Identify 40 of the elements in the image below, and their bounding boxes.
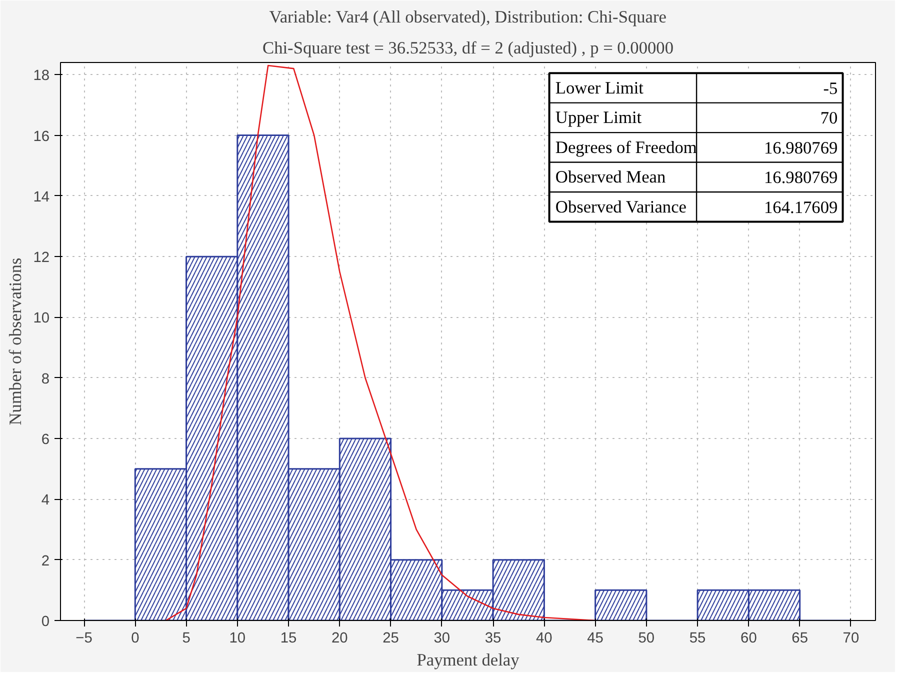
x-tick-label: −5 bbox=[76, 630, 92, 646]
annotation: 70 bbox=[820, 108, 838, 128]
y-tick-label: 0 bbox=[41, 614, 50, 630]
x-tick-label: 70 bbox=[842, 630, 860, 646]
x-tick-label: 30 bbox=[434, 630, 450, 646]
y-tick-label: 2 bbox=[41, 553, 50, 570]
x-tick-label: 10 bbox=[229, 630, 246, 646]
y-tick-label: 12 bbox=[33, 250, 50, 266]
annotation: Observed Mean bbox=[555, 168, 666, 187]
y-tick-label: 14 bbox=[33, 189, 50, 206]
x-tick-label: 45 bbox=[587, 630, 604, 646]
chart-title: Variable: Var4 (All observated), Distribution: Chi-Square bbox=[269, 8, 667, 26]
x-tick-label: 55 bbox=[689, 630, 706, 646]
y-tick-label: 18 bbox=[33, 68, 50, 84]
x-tick-label: 35 bbox=[484, 630, 502, 646]
x-tick-label: 20 bbox=[332, 630, 348, 646]
x-tick-label: 60 bbox=[740, 630, 757, 646]
annotation: Lower Limit bbox=[555, 78, 644, 98]
y-tick-label: 4 bbox=[41, 492, 50, 509]
x-tick-label: 5 bbox=[182, 630, 190, 646]
x-tick-label: 50 bbox=[638, 630, 655, 646]
annotation: 16.980769 bbox=[764, 138, 838, 158]
x-tick-label: 40 bbox=[536, 630, 552, 646]
annotation: -5 bbox=[823, 78, 838, 98]
y-tick-label: 6 bbox=[41, 432, 50, 448]
x-tick-label: 15 bbox=[280, 630, 297, 646]
annotation: Observed Variance bbox=[555, 197, 687, 216]
y-tick-label: 16 bbox=[33, 128, 50, 145]
x-tick-label: 0 bbox=[131, 630, 140, 646]
annotation: Degrees of Freedom bbox=[555, 138, 698, 157]
annotation: Upper Limit bbox=[555, 108, 642, 128]
x-tick-label: 25 bbox=[382, 630, 399, 646]
annotation: 164.17609 bbox=[764, 198, 838, 217]
y-tick-label: 10 bbox=[33, 310, 50, 327]
x-axis-title: Payment delay bbox=[416, 650, 520, 670]
y-tick-label: 8 bbox=[41, 371, 50, 388]
x-tick-label: 65 bbox=[792, 630, 808, 646]
annotation: 16.980769 bbox=[764, 168, 838, 188]
y-axis-title: Number of observations bbox=[6, 258, 26, 426]
chart-subtitle: Chi-Square test = 36.52533, df = 2 (adjusted) , p = 0.00000 bbox=[262, 38, 674, 58]
